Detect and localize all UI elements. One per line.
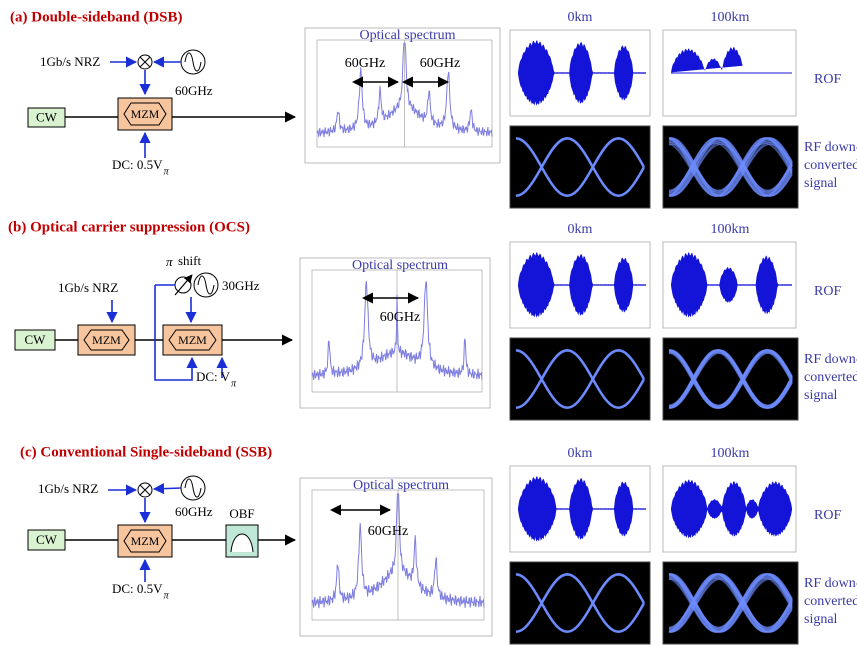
phase-label: shift (178, 253, 202, 268)
distance-label: 0km (568, 10, 593, 25)
eye-frame (510, 562, 650, 644)
eye-label: RF down- (804, 576, 857, 591)
spacing-label: 60GHz (368, 524, 408, 539)
waveform-label: ROF (814, 72, 841, 87)
spectrum-frame (305, 28, 500, 163)
bias-label: DC: 0.5V (112, 581, 163, 596)
modulator-label: MZM (92, 333, 121, 347)
label: 60GHz (175, 504, 213, 519)
eye-label: signal (804, 612, 838, 627)
eye-label: converted (804, 370, 857, 385)
label: 1Gb/s NRZ (38, 481, 98, 496)
spectrum-title: Optical spectrum (359, 28, 455, 43)
source-label: CW (36, 532, 58, 547)
panel-title: (c) Conventional Single-sideband (SSB) (20, 444, 272, 460)
panel-title: (b) Optical carrier suppression (OCS) (8, 219, 250, 235)
spectrum-title: Optical spectrum (352, 258, 448, 273)
eye-frame (663, 562, 798, 644)
source-label: CW (36, 109, 58, 124)
panel-title: (a) Double-sideband (DSB) (10, 9, 183, 25)
modulator-label: MZM (131, 534, 160, 548)
distance-label: 100km (711, 446, 750, 461)
eye-label: signal (804, 388, 838, 403)
eye-frame (663, 338, 798, 420)
spectrum-frame (300, 258, 490, 408)
eye-frame (510, 338, 650, 420)
label: 1Gb/s NRZ (40, 54, 100, 69)
modulator-label: MZM (178, 333, 207, 347)
eye-label: signal (804, 176, 838, 191)
page: (a) Double-sideband (DSB) 1Gb/s NRZ 60GHz C… (0, 0, 857, 662)
eye-frame (510, 126, 650, 208)
bias-subscript: π (231, 378, 237, 389)
spectrum-title: Optical spectrum (353, 478, 449, 493)
eye-label: converted (804, 594, 857, 609)
modulator-label: MZM (131, 107, 160, 121)
spacing-label: 60GHz (420, 56, 460, 71)
spacing-label: 60GHz (345, 56, 385, 71)
figure: (a) Double-sideband (DSB) 1Gb/s NRZ 60GHz C… (0, 0, 857, 662)
distance-label: 0km (568, 446, 593, 461)
source-label: CW (25, 332, 47, 347)
filter-label: OBF (229, 506, 254, 521)
waveform-label: ROF (814, 284, 841, 299)
bias-subscript: π (164, 590, 170, 601)
bias-subscript: π (164, 166, 170, 177)
distance-label: 100km (711, 10, 750, 25)
eye-label: RF down- (804, 352, 857, 367)
spacing-label: 60GHz (380, 310, 420, 325)
label: 60GHz (175, 83, 213, 98)
label: 30GHz (222, 278, 260, 293)
distance-label: 0km (568, 222, 593, 237)
eye-label: RF down- (804, 140, 857, 155)
eye-frame (663, 126, 798, 208)
bias-label: DC: 0.5V (112, 157, 163, 172)
eye-label: converted (804, 158, 857, 173)
spectrum-frame (300, 478, 492, 636)
waveform-label: ROF (814, 508, 841, 523)
connector (154, 488, 181, 489)
distance-label: 100km (711, 222, 750, 237)
phase-symbol: π (166, 254, 173, 269)
label: 1Gb/s NRZ (58, 280, 118, 295)
bias-label: DC: V (196, 369, 231, 384)
